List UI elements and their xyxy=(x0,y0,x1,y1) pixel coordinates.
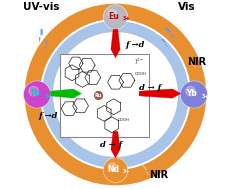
Circle shape xyxy=(103,5,128,29)
Text: Vis: Vis xyxy=(178,2,195,12)
Text: COOH: COOH xyxy=(134,72,146,76)
Text: UV-vis: UV-vis xyxy=(23,2,59,12)
Circle shape xyxy=(94,91,103,100)
Text: 3+: 3+ xyxy=(45,94,52,99)
Text: $]^{2-}$: $]^{2-}$ xyxy=(134,57,144,66)
Text: Ru: Ru xyxy=(95,93,102,98)
Text: d → f: d → f xyxy=(139,84,161,92)
Text: Yb: Yb xyxy=(186,89,197,98)
Text: NIR: NIR xyxy=(187,57,207,67)
Text: 3+: 3+ xyxy=(201,94,209,99)
Circle shape xyxy=(24,81,51,108)
Polygon shape xyxy=(45,40,47,51)
Text: f →d: f →d xyxy=(126,41,145,49)
Text: Nd: Nd xyxy=(108,165,120,174)
Circle shape xyxy=(180,81,207,108)
Text: COOH: COOH xyxy=(117,118,129,122)
Polygon shape xyxy=(187,59,198,68)
Polygon shape xyxy=(111,29,120,58)
Text: Tb: Tb xyxy=(30,89,40,98)
Text: 3+: 3+ xyxy=(122,16,130,21)
FancyBboxPatch shape xyxy=(60,54,149,137)
Text: Eu: Eu xyxy=(108,12,119,21)
Polygon shape xyxy=(111,131,120,158)
Text: d → f: d → f xyxy=(100,141,123,149)
Polygon shape xyxy=(39,29,43,43)
Circle shape xyxy=(103,158,128,182)
Circle shape xyxy=(108,163,117,171)
Circle shape xyxy=(49,28,182,161)
Polygon shape xyxy=(51,89,82,98)
Circle shape xyxy=(186,86,195,96)
Polygon shape xyxy=(161,39,168,47)
Polygon shape xyxy=(142,165,150,176)
Text: NIR: NIR xyxy=(149,170,169,180)
Circle shape xyxy=(108,10,117,18)
Polygon shape xyxy=(165,28,176,39)
Text: f →d: f →d xyxy=(38,112,57,120)
Circle shape xyxy=(29,86,38,96)
Text: 3+: 3+ xyxy=(122,170,130,174)
Polygon shape xyxy=(139,89,181,98)
